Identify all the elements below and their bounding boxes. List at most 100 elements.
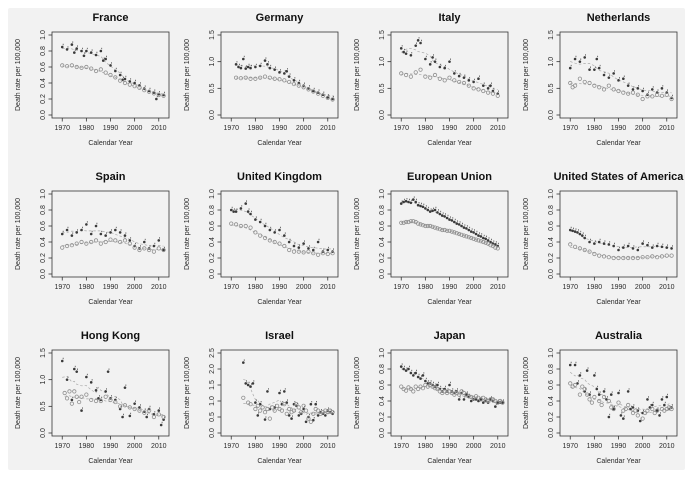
data-point xyxy=(70,398,74,402)
data-point xyxy=(287,406,292,412)
data-point xyxy=(85,223,88,226)
data-point xyxy=(481,401,485,404)
data-point xyxy=(620,255,626,261)
data-point xyxy=(421,374,424,377)
data-point xyxy=(587,68,591,71)
data-point xyxy=(253,406,258,412)
data-point xyxy=(234,75,239,80)
data-point xyxy=(282,402,287,407)
data-point xyxy=(597,66,601,70)
data-point xyxy=(577,76,582,81)
data-point xyxy=(161,414,166,420)
y-axis-label: Death rate per 100,000 xyxy=(354,198,361,270)
x-axis-label: Calendar Year xyxy=(596,140,641,147)
data-point xyxy=(626,244,630,248)
data-point xyxy=(282,243,287,249)
data-point xyxy=(103,394,108,399)
data-point xyxy=(423,379,427,383)
data-point xyxy=(595,57,598,61)
data-point xyxy=(602,242,606,245)
data-point xyxy=(611,255,616,261)
data-point xyxy=(155,97,158,101)
data-point xyxy=(80,228,83,232)
data-point xyxy=(572,83,577,88)
x-axis-label: Calendar Year xyxy=(88,299,133,306)
data-point xyxy=(430,224,435,229)
y-tick-label: 0.6 xyxy=(40,221,47,231)
x-tick-label: 2010 xyxy=(151,284,167,291)
panel-united-kingdom: United Kingdom 0.0 0.2 0.4 0.6 0.8 1.0 1970 1980… xyxy=(177,167,346,326)
data-point xyxy=(309,419,314,424)
x-tick-label: 1970 xyxy=(54,125,70,132)
data-point xyxy=(142,246,147,251)
y-tick-label: 2.0 xyxy=(209,364,216,374)
x-axis-label: Calendar Year xyxy=(258,140,303,147)
data-point xyxy=(583,56,586,59)
data-point xyxy=(630,410,635,416)
data-point xyxy=(474,232,477,236)
data-point xyxy=(450,219,453,222)
data-point xyxy=(635,92,640,97)
data-point xyxy=(277,77,282,82)
x-tick-label: 2000 xyxy=(635,284,651,291)
series-1-points xyxy=(568,226,673,252)
panel-title: Japan xyxy=(433,330,465,342)
data-point xyxy=(296,249,302,254)
y-axis-label: Death rate per 100,000 xyxy=(15,198,22,270)
data-point xyxy=(401,200,405,204)
data-point xyxy=(577,392,582,397)
data-point xyxy=(242,361,245,364)
data-point xyxy=(411,198,415,201)
data-point xyxy=(642,410,647,416)
x-axis-label: Calendar Year xyxy=(427,299,472,306)
series-2-trend-line xyxy=(400,386,503,403)
data-point xyxy=(430,56,434,59)
data-point xyxy=(609,393,613,396)
x-tick-label: 2010 xyxy=(320,443,336,450)
y-tick-label: 0.2 xyxy=(379,253,386,263)
y-tick-label: 0.0 xyxy=(40,428,47,438)
data-point xyxy=(285,69,289,73)
data-point xyxy=(128,414,132,418)
x-tick-label: 1990 xyxy=(272,284,288,291)
plot-box xyxy=(220,190,339,278)
data-point xyxy=(292,249,297,254)
data-point xyxy=(606,398,611,404)
data-point xyxy=(572,382,577,388)
data-point xyxy=(462,398,465,401)
series-2-points xyxy=(60,63,166,98)
series-1-points xyxy=(568,54,673,100)
plot-svg-united-states-of-america: United States of America 0.0 0.2 0.4 0.6 0.8 1… xyxy=(523,171,684,306)
data-point xyxy=(398,384,403,389)
y-tick-label: 0.0 xyxy=(209,110,216,120)
data-point xyxy=(122,403,128,408)
panel-title: Spain xyxy=(96,171,126,183)
x-tick-label: 1990 xyxy=(103,284,119,291)
data-point xyxy=(147,247,152,253)
series-1-points xyxy=(60,221,165,252)
data-point xyxy=(122,238,128,243)
data-point xyxy=(122,80,128,86)
x-tick-label: 2010 xyxy=(659,443,675,450)
data-point xyxy=(65,48,69,51)
data-point xyxy=(626,84,630,87)
y-tick-label: 1.0 xyxy=(379,57,386,67)
y-tick-label: 1.0 xyxy=(379,348,386,358)
data-point xyxy=(580,234,584,237)
data-point xyxy=(445,216,448,220)
data-point xyxy=(89,239,94,245)
panel-title: Hong Kong xyxy=(81,330,140,342)
data-point xyxy=(480,88,485,94)
data-point xyxy=(89,381,93,384)
data-point xyxy=(471,236,476,241)
data-point xyxy=(89,66,94,71)
data-point xyxy=(152,413,156,416)
data-point xyxy=(417,222,423,227)
data-point xyxy=(404,52,407,55)
x-tick-label: 1970 xyxy=(224,443,240,450)
plot-svg-australia: Australia 0.0 0.2 0.4 0.6 0.8 1.0 1970 1980 1990 2… xyxy=(523,330,678,465)
y-tick-label: 0.8 xyxy=(379,364,386,374)
data-point xyxy=(568,66,572,70)
y-tick-label: 1.5 xyxy=(548,30,555,40)
data-point xyxy=(290,417,294,420)
